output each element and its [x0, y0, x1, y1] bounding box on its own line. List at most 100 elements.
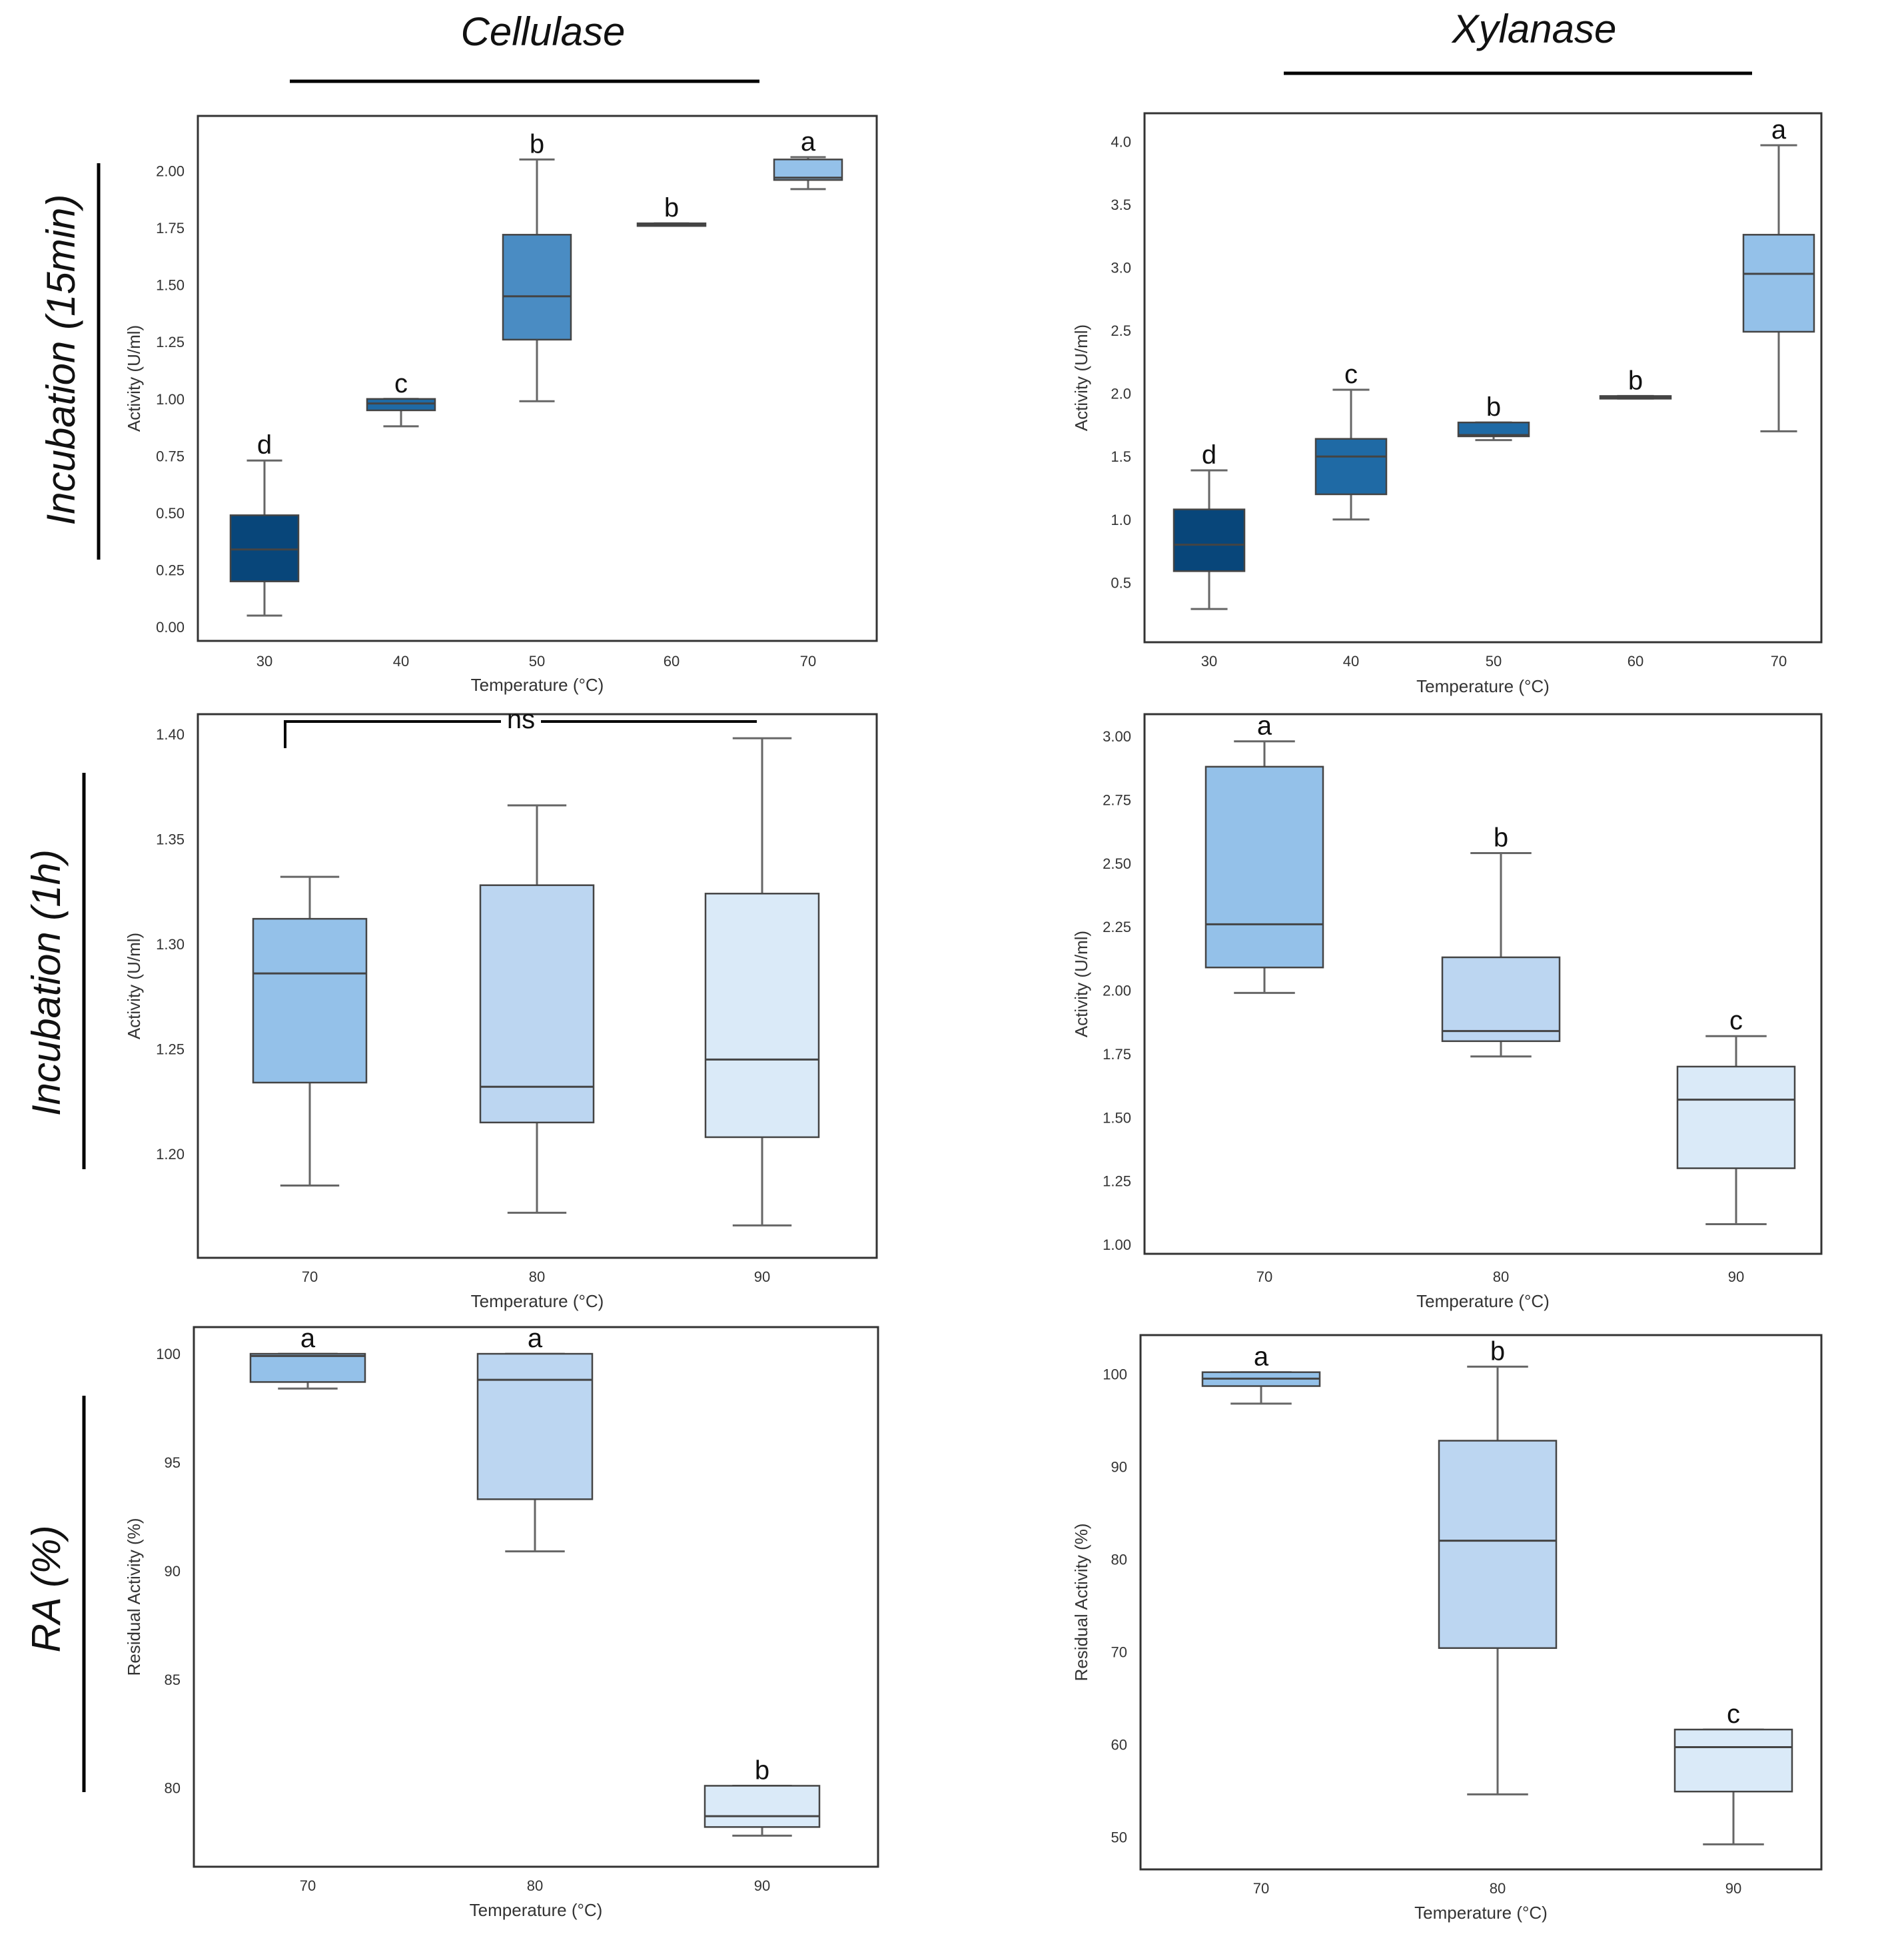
plot-frame: [197, 713, 878, 1259]
y-tick-label: 85: [165, 1672, 181, 1688]
plot-frame: [1139, 1334, 1823, 1871]
iqr-box: [1314, 438, 1388, 496]
box-50: b: [502, 129, 572, 402]
x-tick-label: 30: [256, 653, 272, 670]
iqr-box: [1441, 956, 1561, 1043]
iqr-box: [229, 514, 300, 582]
significance-letter: c: [1344, 360, 1358, 389]
significance-letter: c: [394, 369, 408, 398]
y-tick-label: 60: [1111, 1736, 1127, 1753]
y-axis-label: Activity (U/ml): [124, 325, 144, 432]
plot-frame: [1143, 713, 1823, 1255]
iqr-box: [1673, 1728, 1793, 1793]
x-tick-label: 60: [1628, 653, 1643, 670]
y-tick-label: 80: [165, 1780, 181, 1797]
y-tick-label: 4.0: [1111, 133, 1131, 150]
iqr-box: [502, 234, 572, 341]
y-tick-label: 2.75: [1103, 791, 1131, 808]
y-tick-label: 1.25: [156, 1041, 185, 1058]
significance-letter: b: [1486, 392, 1501, 422]
iqr-box: [1742, 234, 1815, 333]
box-30: d: [229, 430, 300, 617]
y-tick-label: 1.5: [1111, 448, 1131, 465]
iqr-box: [249, 1352, 366, 1383]
panel-cellulase-15min: 0.00 0.25 0.50 0.75 1.00 1.25 1.50 1.75 2.00 Acti…: [124, 115, 878, 695]
x-tick-label: 70: [1256, 1268, 1272, 1285]
x-tick-label: 90: [1728, 1268, 1744, 1285]
panel-xylanase-ra: 50 60 70 80 90 100 Residual Activity (%) 70 80 90…: [1071, 1334, 1823, 1923]
x-axis-label: Temperature (°C): [470, 1900, 603, 1920]
panel-cellulase-ra: 80 85 90 95 100 Residual Activity (%) 70 80 90 Te…: [124, 1324, 879, 1920]
x-tick-label: 30: [1201, 653, 1217, 670]
row-title-15min: Incubation (15min): [39, 195, 83, 526]
iqr-box: [1173, 508, 1246, 572]
y-tick-label: 90: [165, 1563, 181, 1580]
box-90: [704, 737, 820, 1226]
significance-letter: b: [664, 193, 679, 223]
iqr-box: [476, 1352, 594, 1500]
iqr-box: [773, 159, 843, 181]
y-axis-label: Residual Activity (%): [124, 1518, 144, 1676]
y-tick-label: 1.75: [1103, 1046, 1131, 1063]
y-tick-label: 1.75: [156, 220, 185, 237]
y-tick-label: 0.25: [156, 562, 185, 579]
x-tick-label: 90: [1725, 1880, 1741, 1897]
iqr-box: [1204, 765, 1324, 969]
significance-letter: b: [755, 1755, 769, 1785]
significance-letter: c: [1729, 1006, 1743, 1035]
y-tick-label: 0.50: [156, 505, 185, 522]
iqr-box: [479, 884, 595, 1124]
x-tick-label: 80: [527, 1877, 543, 1894]
box-90: b: [704, 1755, 821, 1837]
panel-xylanase-1h: 1.00 1.25 1.50 1.75 2.00 2.25 2.50 2.75 3.00 Acti…: [1071, 712, 1823, 1311]
y-tick-label: 0.5: [1111, 574, 1131, 591]
significance-letter: a: [300, 1324, 316, 1353]
significance-letter: a: [528, 1324, 543, 1353]
y-tick-label: 2.00: [1103, 983, 1131, 999]
panel-xylanase-15min: 0.5 1.0 1.5 2.0 2.5 3.0 3.5 4.0 Activity (U/ml) 3…: [1071, 112, 1823, 696]
y-tick-label: 0.75: [156, 448, 185, 464]
x-tick-label: 50: [529, 653, 545, 670]
significance-letter: d: [257, 430, 272, 460]
x-tick-label: 70: [300, 1877, 316, 1894]
row-title-ra: RA (%): [24, 1525, 69, 1652]
y-tick-label: 100: [156, 1346, 181, 1362]
significance-letter: d: [1202, 440, 1216, 470]
y-tick-label: 70: [1111, 1644, 1127, 1660]
box-70: a: [773, 127, 843, 191]
y-tick-label: 1.50: [156, 277, 185, 294]
column-title-xylanase: Xylanase: [1451, 7, 1617, 51]
x-tick-label: 50: [1486, 653, 1502, 670]
plot-frame: [1143, 112, 1823, 644]
box-70: [252, 875, 368, 1187]
iqr-box: [1438, 1440, 1558, 1650]
y-axis-label: Residual Activity (%): [1071, 1524, 1091, 1682]
y-tick-label: 0.00: [156, 619, 185, 636]
y-tick-label: 2.0: [1111, 386, 1131, 402]
y-tick-label: 80: [1111, 1551, 1127, 1568]
box-90: c: [1676, 1006, 1796, 1225]
y-tick-label: 95: [165, 1454, 181, 1471]
box-60: b: [1599, 366, 1672, 400]
box-70: a: [1742, 115, 1815, 432]
x-axis-label: Temperature (°C): [1416, 1291, 1550, 1311]
panel-cellulase-1h: 1.20 1.25 1.30 1.35 1.40 Activity (U/ml) 70 80 9…: [124, 705, 878, 1311]
y-tick-label: 3.5: [1111, 197, 1131, 213]
box-70: a: [1201, 1342, 1321, 1405]
significance-letter: b: [530, 129, 544, 159]
y-tick-label: 1.20: [156, 1146, 185, 1163]
y-tick-label: 50: [1111, 1829, 1127, 1845]
y-tick-label: 3.00: [1103, 728, 1131, 745]
iqr-box: [1676, 1065, 1796, 1169]
x-tick-label: 70: [302, 1268, 318, 1285]
y-tick-label: 1.30: [156, 936, 185, 953]
iqr-box: [252, 917, 368, 1084]
x-tick-label: 40: [393, 653, 409, 670]
y-tick-label: 3.0: [1111, 260, 1131, 276]
y-tick-label: 2.50: [1103, 855, 1131, 872]
y-tick-label: 2.00: [156, 163, 185, 179]
significance-letter: a: [1257, 712, 1272, 741]
column-title-cellulase: Cellulase: [461, 9, 626, 54]
box-70: a: [249, 1324, 366, 1390]
significance-letter: a: [1771, 115, 1787, 145]
